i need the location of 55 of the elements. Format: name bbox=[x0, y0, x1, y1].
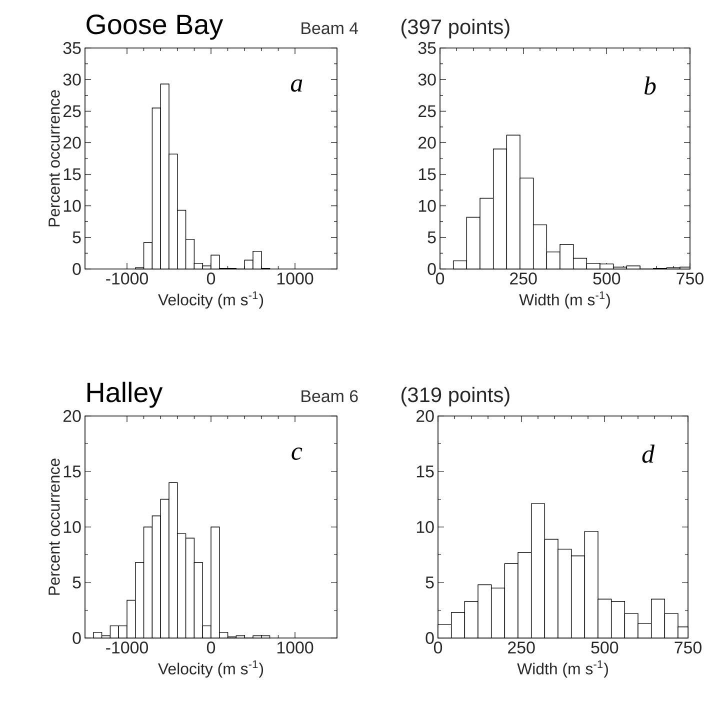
x-tick-label: 500 bbox=[593, 272, 620, 285]
x-tick-label: 250 bbox=[508, 642, 535, 654]
y-tick-label: 0 bbox=[428, 263, 436, 276]
y-tick-label: 5 bbox=[428, 232, 436, 244]
y-axis-title: Percent occurrence bbox=[48, 458, 60, 595]
x-tick-label: -1000 bbox=[106, 272, 148, 285]
x-axis-title: Velocity (m s$^{-1}$) bbox=[158, 660, 264, 678]
y-tick-label: 25 bbox=[418, 105, 436, 118]
y-tick-label: 10 bbox=[418, 200, 436, 212]
y-tick-label: 20 bbox=[416, 410, 434, 422]
annotation: b bbox=[644, 76, 656, 95]
y-tick-label: 0 bbox=[426, 632, 434, 644]
y-tick-label: 0 bbox=[72, 263, 81, 276]
chart-title: Goose Bay bbox=[86, 14, 224, 40]
y-tick-label: 15 bbox=[418, 168, 436, 180]
y-tick-label: 10 bbox=[64, 200, 81, 212]
x-tick-label: -1000 bbox=[106, 642, 148, 654]
y-tick-label: 35 bbox=[63, 42, 81, 54]
annotation: d bbox=[642, 444, 655, 463]
y-tick-label: 0 bbox=[72, 632, 81, 644]
x-tick-label: 1000 bbox=[277, 272, 314, 285]
x-tick-label: 250 bbox=[510, 272, 537, 285]
x-axis-title: Velocity (m s$^{-1}$) bbox=[158, 291, 264, 309]
y-tick-label: 15 bbox=[416, 466, 434, 478]
y-tick-label: 5 bbox=[426, 576, 434, 588]
chart-subtitle: Beam 4 bbox=[302, 22, 358, 34]
y-tick-label: 5 bbox=[72, 232, 81, 244]
x-tick-label: 750 bbox=[676, 272, 704, 285]
y-tick-label: 5 bbox=[72, 576, 81, 588]
y-tick-label: 10 bbox=[64, 521, 81, 534]
annotation: a bbox=[290, 79, 302, 92]
x-tick-label: 1000 bbox=[277, 642, 314, 654]
y-tick-label: 20 bbox=[64, 410, 81, 422]
y-tick-label: 25 bbox=[64, 105, 81, 118]
x-axis-title: Width (m s$^{-1}$) bbox=[519, 291, 610, 309]
x-tick-label: 0 bbox=[436, 272, 444, 285]
text: (397 points) bbox=[402, 18, 510, 38]
x-tick-label: 750 bbox=[674, 642, 702, 654]
chart-subtitle: Beam 6 bbox=[302, 390, 358, 402]
x-tick-label: 500 bbox=[591, 642, 618, 654]
y-axis-title: Percent occurrence bbox=[48, 90, 60, 226]
y-tick-label: 15 bbox=[64, 466, 81, 478]
y-tick-label: 30 bbox=[63, 74, 81, 86]
chart-title: Halley bbox=[87, 382, 163, 408]
y-tick-label: 10 bbox=[416, 521, 434, 534]
y-tick-label: 20 bbox=[418, 136, 436, 149]
y-tick-label: 20 bbox=[64, 136, 81, 149]
y-tick-label: 30 bbox=[418, 74, 436, 86]
x-axis-title: Width (m s$^{-1}$) bbox=[517, 660, 608, 678]
x-tick-label: 0 bbox=[206, 272, 216, 285]
x-tick-label: 0 bbox=[206, 642, 216, 654]
y-tick-label: 35 bbox=[418, 42, 436, 54]
annotation: c bbox=[292, 448, 302, 460]
text: (319 points) bbox=[402, 386, 510, 406]
y-tick-label: 15 bbox=[64, 168, 81, 180]
